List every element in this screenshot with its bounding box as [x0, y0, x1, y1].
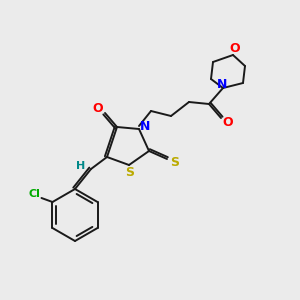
Text: N: N — [217, 79, 227, 92]
Text: O: O — [93, 101, 103, 115]
Text: Cl: Cl — [28, 189, 40, 199]
Text: S: S — [170, 155, 179, 169]
Text: O: O — [223, 116, 233, 130]
Text: H: H — [76, 161, 85, 171]
Text: N: N — [140, 119, 150, 133]
Text: O: O — [230, 41, 240, 55]
Text: S: S — [125, 167, 134, 179]
